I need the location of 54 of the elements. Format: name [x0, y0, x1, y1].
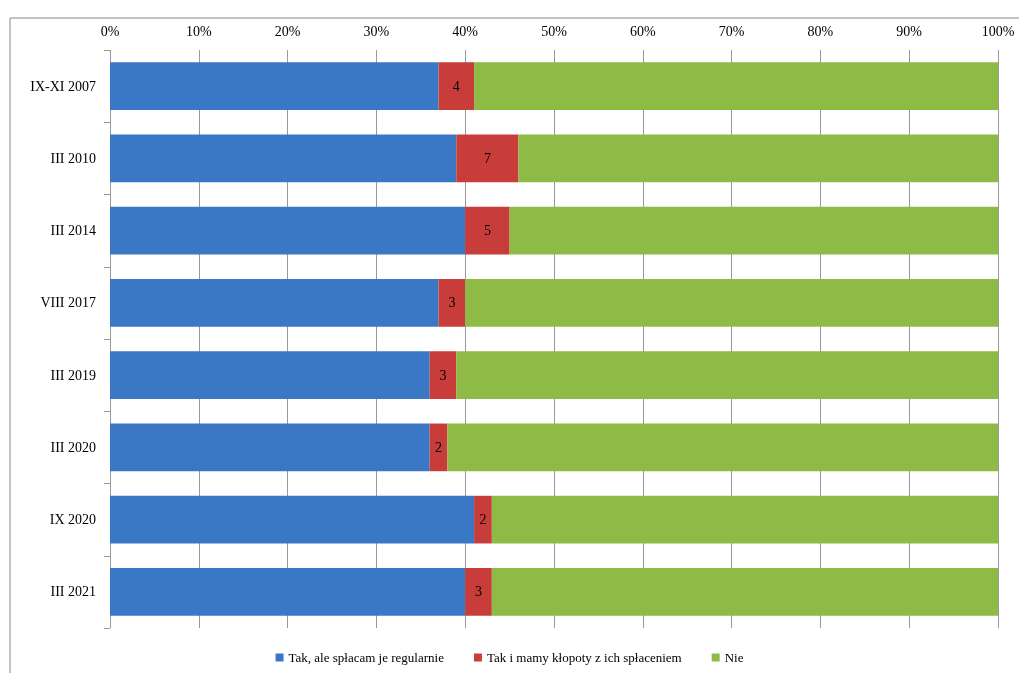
bar	[447, 423, 998, 472]
bar	[110, 279, 439, 327]
bar	[110, 206, 466, 255]
bar	[509, 206, 998, 255]
bar	[474, 62, 998, 110]
data-label: 3	[475, 584, 483, 600]
data-label: 3	[439, 367, 447, 383]
bar	[456, 134, 519, 183]
bar	[456, 351, 998, 399]
bar	[438, 279, 466, 327]
data-label: 2	[435, 439, 443, 455]
bar	[491, 568, 998, 616]
y-tick-label: III 2019	[50, 367, 96, 383]
bar	[438, 62, 475, 110]
y-tick-label: IX 2020	[49, 512, 96, 528]
y-tick-label: III 2021	[50, 584, 96, 600]
bar	[465, 568, 492, 616]
x-tick-label: 90%	[896, 23, 923, 39]
bar	[110, 351, 430, 399]
x-tick-label: 70%	[718, 23, 745, 39]
data-label: 4	[452, 78, 460, 94]
bar	[491, 495, 998, 544]
x-tick-label: 30%	[363, 23, 390, 39]
y-tick-label: VIII 2017	[40, 295, 96, 311]
legend-label: Nie	[724, 650, 744, 665]
x-tick-label: 10%	[185, 23, 212, 39]
data-label: 3	[448, 295, 456, 311]
bar	[429, 351, 457, 399]
x-tick-label: 20%	[274, 23, 301, 39]
legend-label: Tak, ale spłacam je regularnie	[288, 650, 445, 665]
y-tick-label: IX-XI 2007	[30, 78, 96, 94]
y-tick-label: III 2010	[50, 150, 96, 166]
bar	[465, 206, 510, 255]
bar	[474, 495, 492, 544]
bar	[110, 134, 457, 183]
data-label: 2	[479, 512, 487, 528]
bar	[110, 495, 475, 544]
bar	[110, 423, 430, 472]
data-label: 7	[483, 150, 491, 166]
x-tick-label: 0%	[100, 23, 120, 39]
x-tick-label: 80%	[807, 23, 834, 39]
x-tick-label: 50%	[541, 23, 568, 39]
y-tick-label: III 2020	[50, 439, 96, 455]
legend-label: Tak i mamy kłopoty z ich spłaceniem	[486, 650, 682, 665]
y-tick-label: III 2014	[50, 223, 96, 239]
bar	[110, 62, 439, 110]
bar	[429, 423, 448, 472]
x-tick-label: 60%	[629, 23, 656, 39]
bar	[518, 134, 998, 183]
bar	[465, 279, 998, 327]
bar	[110, 568, 466, 616]
data-label: 5	[483, 223, 491, 239]
x-tick-label: 100%	[981, 23, 1015, 39]
x-tick-label: 40%	[452, 23, 479, 39]
